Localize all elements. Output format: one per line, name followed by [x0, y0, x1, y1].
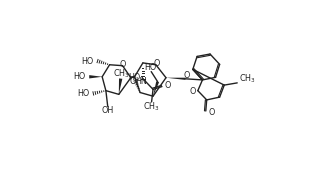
Text: HO: HO [145, 63, 157, 72]
Polygon shape [119, 78, 122, 94]
Polygon shape [131, 76, 135, 78]
Text: HO: HO [82, 57, 94, 65]
Text: CH$_3$: CH$_3$ [239, 72, 256, 85]
Text: CH$_3$: CH$_3$ [143, 100, 160, 113]
Text: O: O [183, 71, 190, 80]
Text: O: O [208, 108, 215, 117]
Text: O: O [190, 87, 196, 96]
Text: O: O [129, 77, 136, 86]
Text: HO: HO [74, 72, 86, 81]
Text: CH$_3$: CH$_3$ [113, 68, 130, 80]
Text: O: O [120, 60, 126, 69]
Text: HN: HN [135, 78, 147, 86]
Text: HO: HO [78, 89, 90, 98]
Polygon shape [89, 75, 102, 78]
Polygon shape [166, 78, 186, 80]
Text: OH: OH [102, 106, 114, 115]
Text: O: O [165, 81, 171, 90]
Polygon shape [153, 81, 159, 96]
Text: O: O [153, 59, 159, 68]
Text: HO: HO [128, 73, 141, 82]
